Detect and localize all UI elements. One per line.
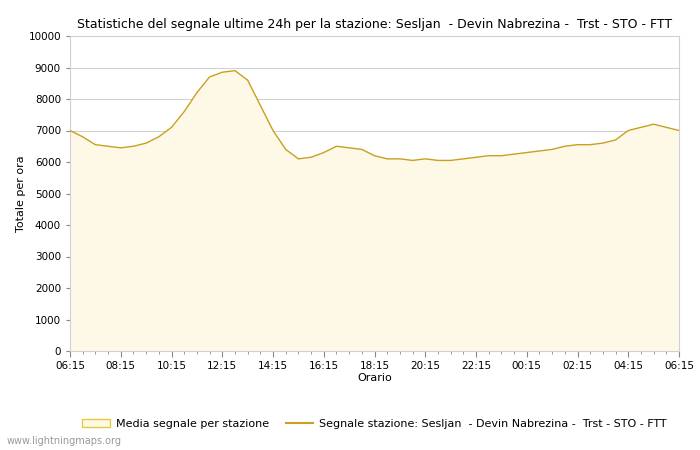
Text: www.lightningmaps.org: www.lightningmaps.org [7,436,122,446]
Y-axis label: Totale per ora: Totale per ora [15,155,26,232]
Title: Statistiche del segnale ultime 24h per la stazione: Sesljan  - Devin Nabrezina -: Statistiche del segnale ultime 24h per l… [77,18,672,31]
X-axis label: Orario: Orario [357,373,392,383]
Legend: Media segnale per stazione, Segnale stazione: Sesljan  - Devin Nabrezina -  Trst: Media segnale per stazione, Segnale staz… [78,415,671,434]
